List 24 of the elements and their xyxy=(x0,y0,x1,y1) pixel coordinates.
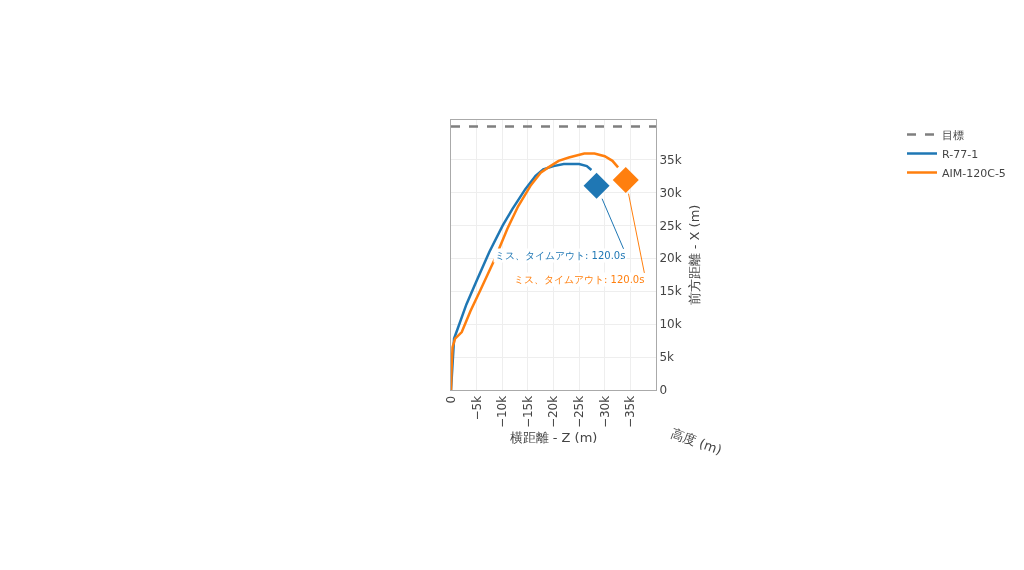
y-tick-label: 30k xyxy=(659,185,682,200)
y-tick-label: 15k xyxy=(659,284,682,299)
x-tick-label: −20k xyxy=(546,395,561,429)
y-axis-title: 前方距離 - X (m) xyxy=(686,204,702,306)
x-tick-label: −5k xyxy=(469,395,484,421)
y-tick-label: 5k xyxy=(659,350,675,365)
x-tick-label: 0 xyxy=(443,395,458,404)
y-tick-label: 35k xyxy=(659,152,682,167)
x-tick-label: −30k xyxy=(597,395,612,429)
y-tick-label: 10k xyxy=(659,317,682,332)
text: 高度 (m) xyxy=(668,425,724,458)
x-tick-label: −35k xyxy=(623,395,638,429)
legend-label: R-77-1 xyxy=(942,147,979,161)
legend-label: AIM-120C-5 xyxy=(942,166,1006,180)
x-tick-label: −10k xyxy=(495,395,510,429)
x-tick-label: −15k xyxy=(520,395,535,429)
annotation: ミス、タイムアウト: 120.0s xyxy=(514,274,645,285)
x-axis-title: 横距離 - Z (m) xyxy=(509,430,598,446)
y-tick-label: 0 xyxy=(659,383,668,398)
x-tick-label: −25k xyxy=(572,395,587,429)
y-tick-label: 20k xyxy=(659,251,682,266)
legend-label: 目標 xyxy=(942,128,964,142)
y-tick-label: 25k xyxy=(659,218,682,233)
annotation: ミス、タイムアウト: 120.0s xyxy=(495,250,626,261)
